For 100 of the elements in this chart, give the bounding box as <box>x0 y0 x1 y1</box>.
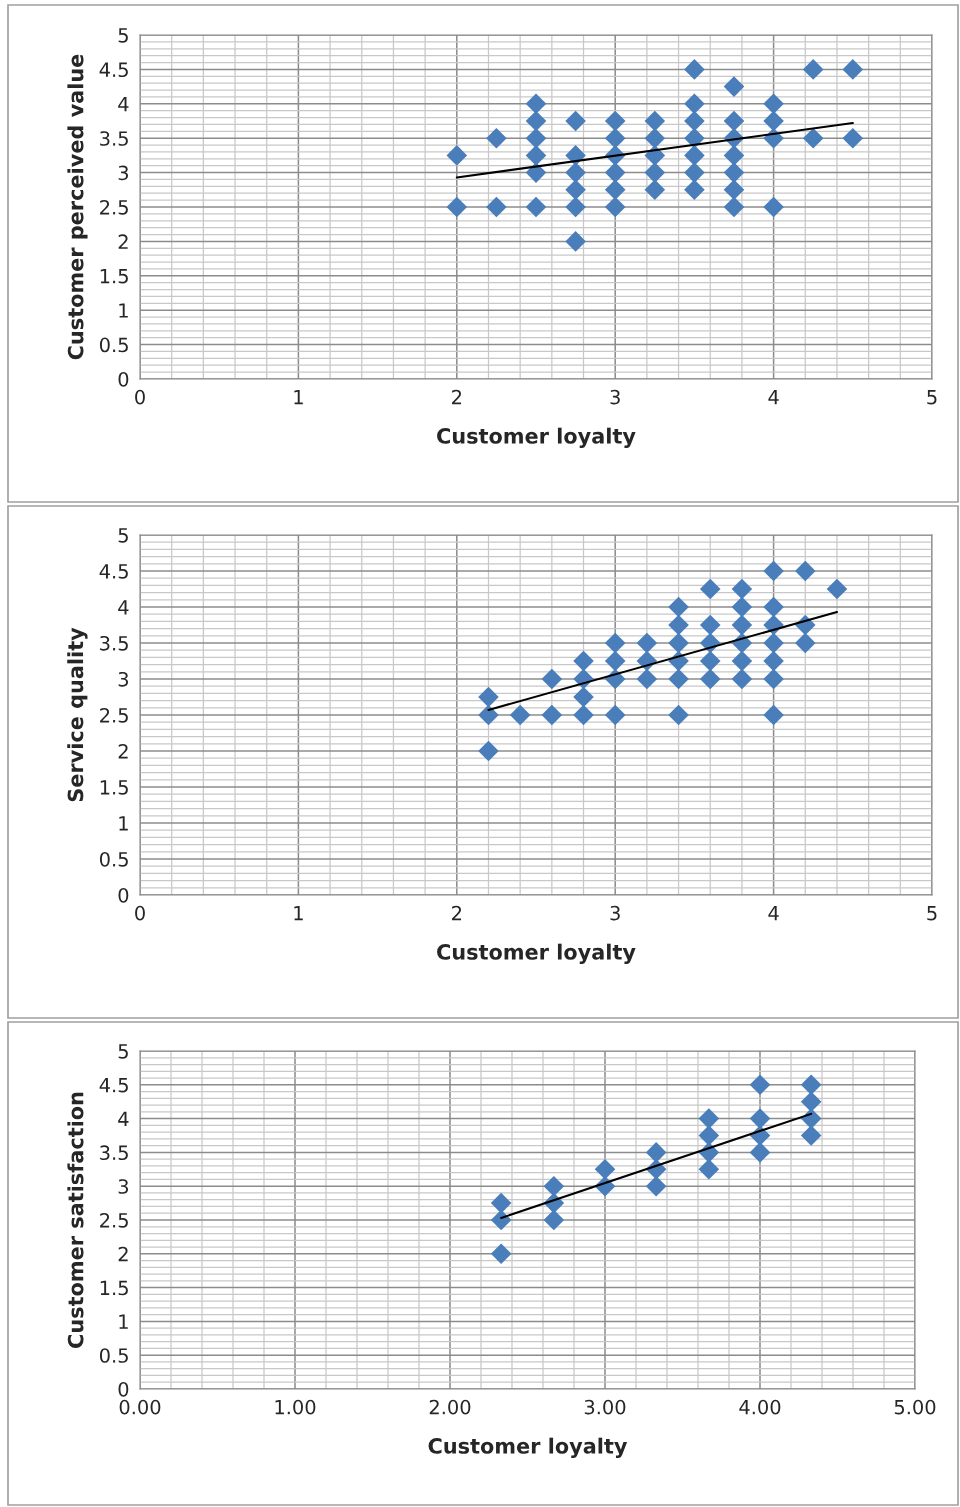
point <box>763 632 784 654</box>
point <box>794 632 816 654</box>
point <box>604 704 626 726</box>
point <box>698 1159 720 1180</box>
y-tick-label: 5 <box>118 528 128 543</box>
point <box>723 162 745 183</box>
point <box>644 110 666 132</box>
point <box>723 145 745 166</box>
point <box>794 560 816 582</box>
x-tick-label: 4 <box>768 390 779 405</box>
point <box>800 1125 822 1146</box>
point <box>684 179 705 201</box>
y-axis-title: Customer perceived value <box>67 54 88 360</box>
x-tick-label: 3.00 <box>584 1399 626 1415</box>
y-tick-label: 4.5 <box>99 1078 128 1093</box>
point <box>604 179 626 201</box>
point <box>604 650 626 672</box>
y-tick-label: 1.5 <box>100 1280 128 1296</box>
point <box>509 704 531 726</box>
point <box>565 196 586 218</box>
point <box>699 578 721 600</box>
point <box>604 127 626 149</box>
y-tick-label: 0 <box>118 887 129 903</box>
y-tick-label: 4.5 <box>99 564 128 579</box>
point <box>800 1091 822 1112</box>
point <box>842 59 864 80</box>
point <box>763 93 784 115</box>
point <box>594 1159 616 1180</box>
x-tick-label: 4 <box>768 906 779 921</box>
y-tick-label: 3.5 <box>100 635 128 651</box>
point <box>684 110 705 132</box>
point <box>668 668 689 690</box>
point <box>668 614 689 636</box>
y-tick-label: 2.5 <box>100 1212 128 1228</box>
point <box>565 162 586 183</box>
x-tick-label: 5.00 <box>894 1399 936 1415</box>
point <box>478 704 499 726</box>
point <box>543 1175 565 1197</box>
point <box>699 650 721 672</box>
point <box>478 740 499 762</box>
x-tick-label: 4.00 <box>739 1399 781 1415</box>
point <box>699 668 721 690</box>
y-tick-label: 0 <box>118 371 129 387</box>
y-tick-label: 3 <box>118 1179 129 1194</box>
point <box>731 596 753 618</box>
y-tick-label: 4.5 <box>99 62 128 78</box>
x-tick-label: 2.00 <box>429 1399 471 1415</box>
y-tick-label: 5 <box>118 1044 128 1059</box>
point <box>826 578 848 600</box>
point <box>668 704 689 726</box>
point <box>698 1108 720 1129</box>
y-tick-label: 4 <box>118 97 129 112</box>
point <box>446 196 468 218</box>
point <box>525 145 547 166</box>
point <box>763 668 784 690</box>
y-tick-label: 3.5 <box>100 131 128 146</box>
point <box>478 686 499 708</box>
y-tick-label: 1.5 <box>100 269 128 284</box>
point <box>565 110 586 132</box>
point <box>486 127 507 149</box>
point <box>731 578 753 600</box>
point <box>763 596 784 618</box>
point <box>723 76 745 97</box>
point <box>644 127 666 149</box>
x-tick-label: 2 <box>452 905 462 921</box>
point <box>749 1074 771 1096</box>
point <box>645 1142 667 1163</box>
point <box>486 196 507 218</box>
point <box>763 110 784 132</box>
point <box>684 93 705 115</box>
point <box>723 110 745 132</box>
point <box>800 1074 822 1096</box>
point <box>565 179 586 201</box>
point <box>842 127 864 149</box>
point <box>573 650 594 672</box>
point <box>699 614 721 636</box>
y-axis-title: Customer satisfaction <box>67 1092 84 1348</box>
y-tick-label: 2 <box>118 234 128 249</box>
y-tick-label: 2.5 <box>100 707 128 723</box>
y-tick-label: 5 <box>118 28 128 43</box>
point <box>490 1243 512 1265</box>
y-tick-label: 3 <box>118 165 129 181</box>
y-tick-label: 2 <box>118 1246 128 1262</box>
y-tick-label: 0.5 <box>99 1348 128 1363</box>
point <box>684 162 705 183</box>
y-tick-label: 2 <box>118 743 128 759</box>
point <box>636 668 658 690</box>
point <box>763 704 784 726</box>
y-tick-label: 0.5 <box>99 337 128 353</box>
x-axis-title: Customer loyalty <box>428 1437 628 1459</box>
x-tick-label: 1.00 <box>275 1399 316 1415</box>
point <box>644 162 666 183</box>
point <box>604 196 626 218</box>
point <box>573 704 594 726</box>
y-axis-title: Service quality <box>67 627 88 802</box>
point <box>525 196 547 218</box>
point <box>684 59 705 80</box>
x-axis-title: Customer loyalty <box>437 427 636 449</box>
x-tick-label: 1 <box>294 906 303 921</box>
y-tick-label: 1 <box>119 303 128 318</box>
